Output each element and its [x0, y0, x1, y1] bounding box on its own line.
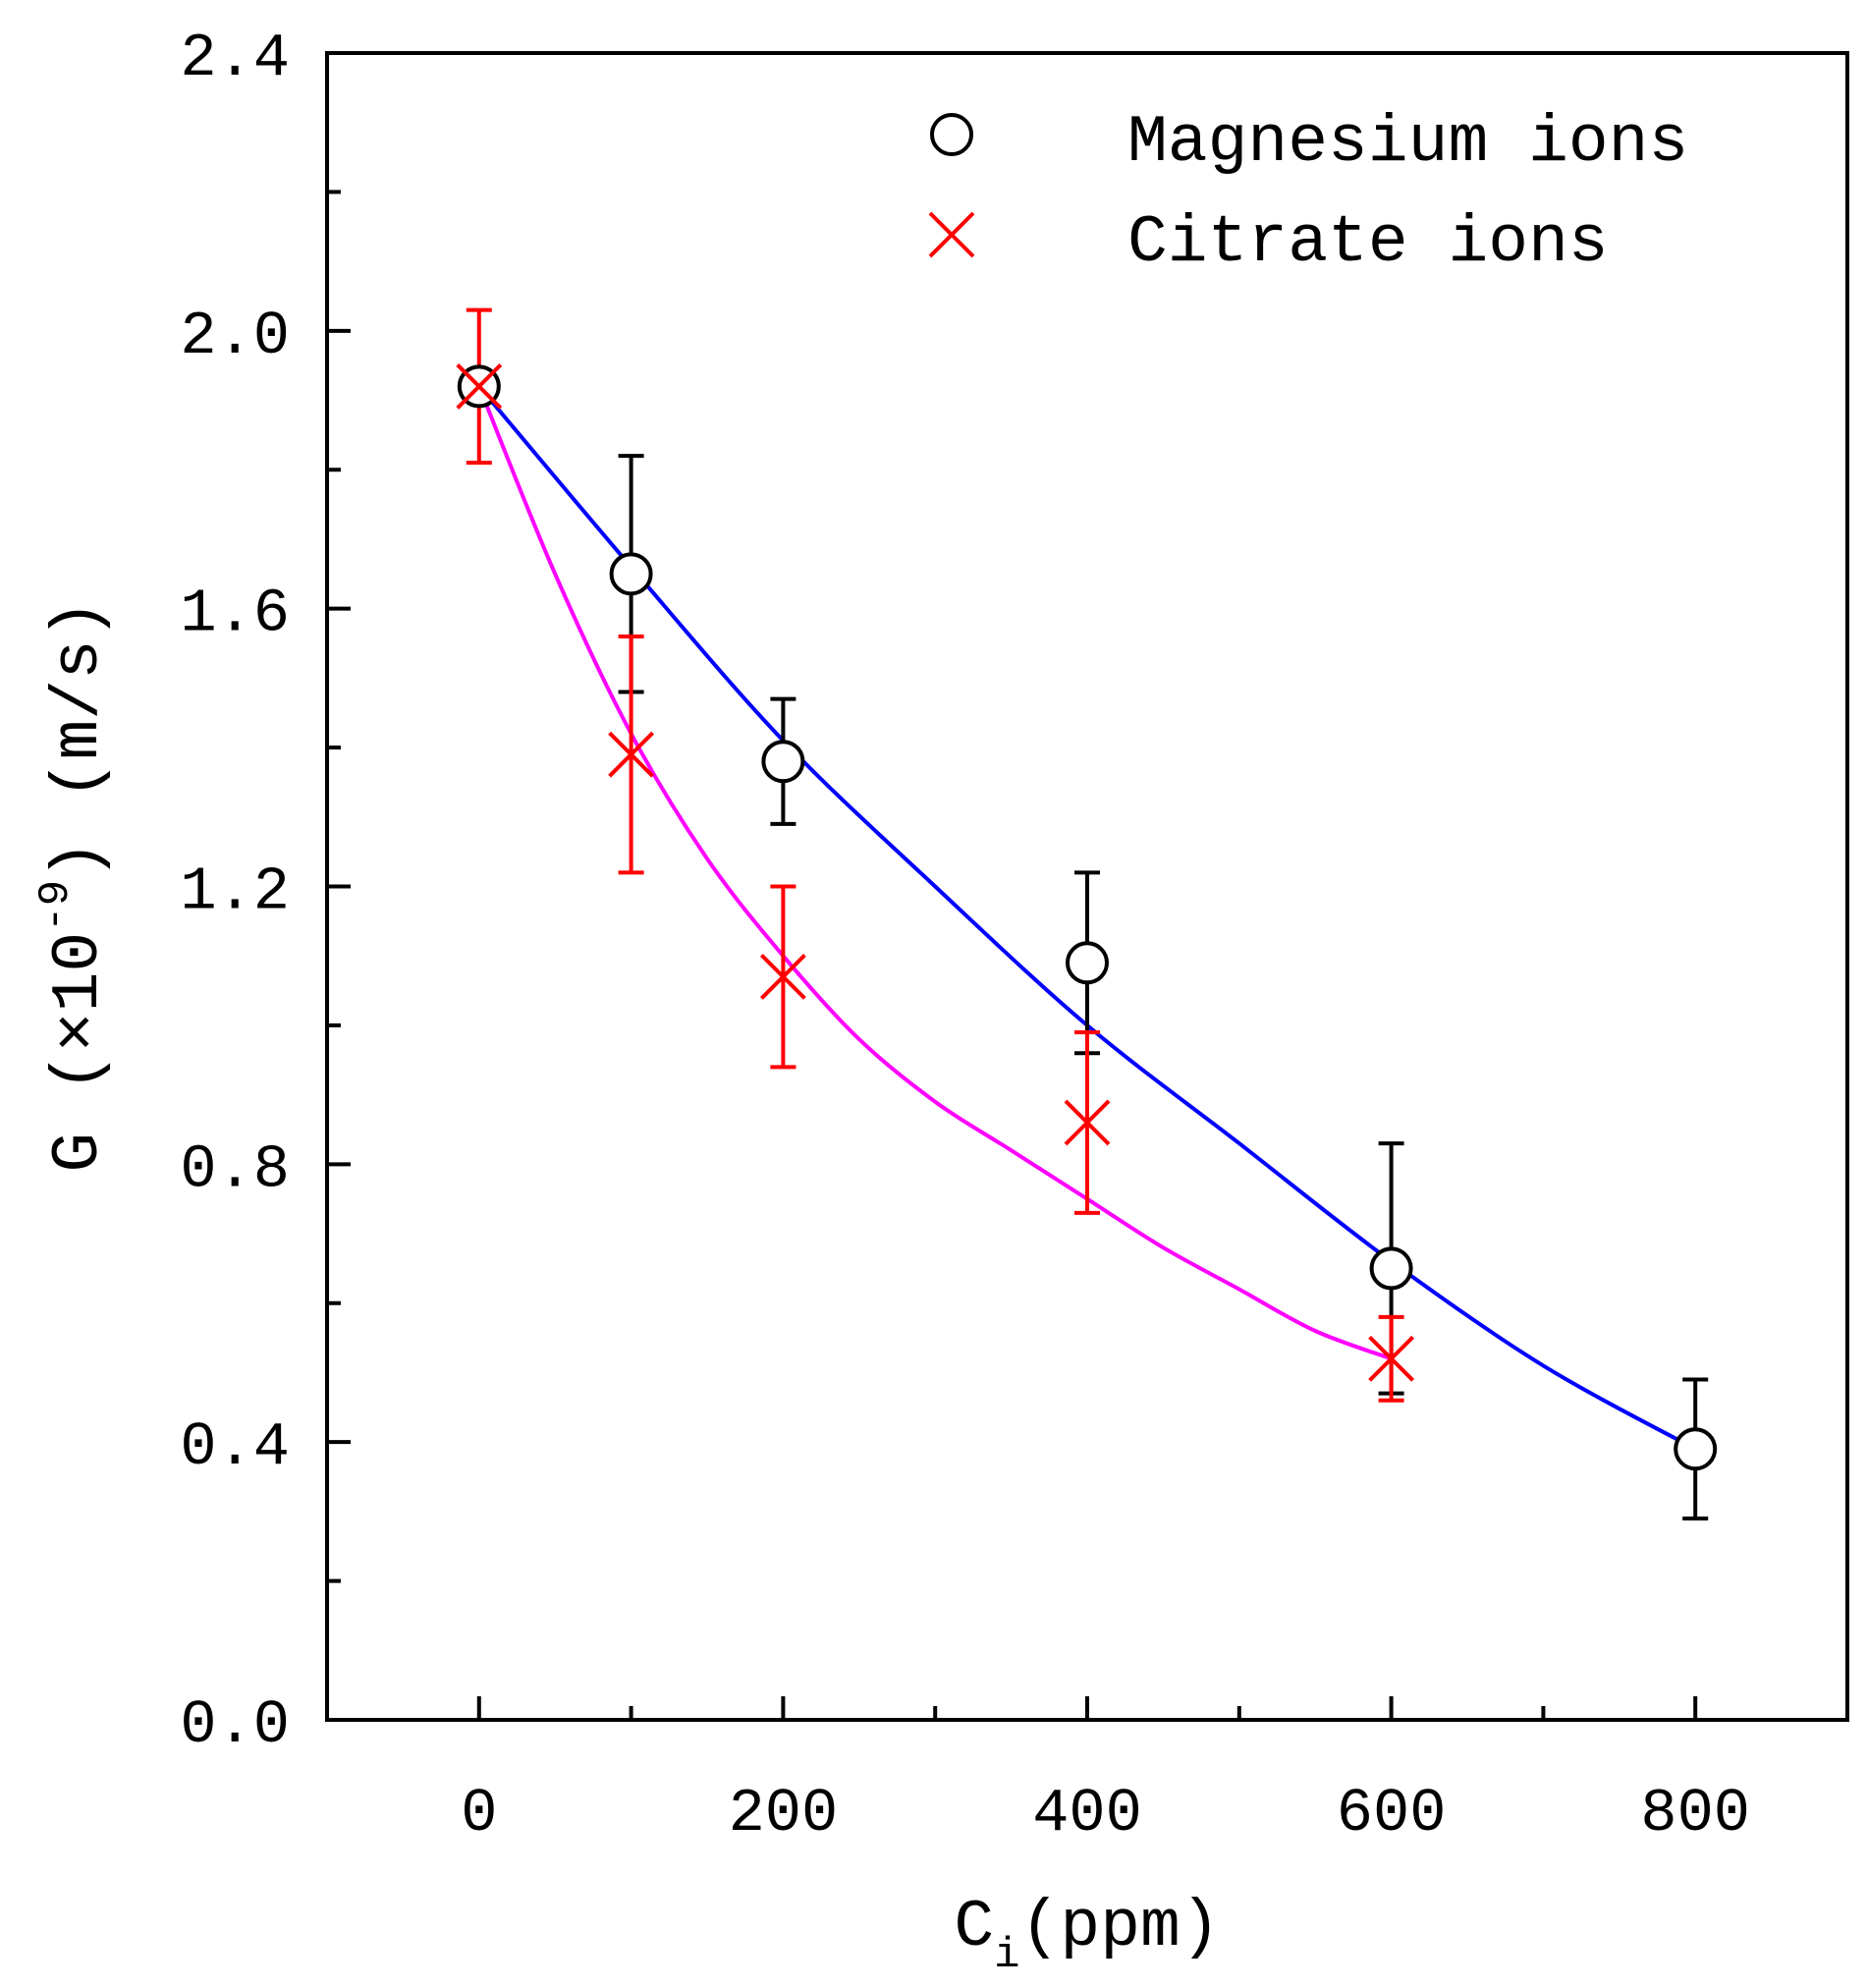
legend-circle-icon — [930, 113, 973, 156]
y-tick-label: 0.4 — [180, 1412, 290, 1482]
x-tick-label: 400 — [1032, 1779, 1142, 1849]
marker-citrate — [608, 731, 655, 778]
marker-magnesium — [1369, 1246, 1413, 1291]
x-tick-label: 600 — [1337, 1779, 1447, 1849]
x-tick-label: 200 — [729, 1779, 839, 1849]
marker-citrate — [759, 954, 806, 1000]
marker-magnesium — [1066, 941, 1109, 985]
legend-label-magnesium: Magnesium ions — [1127, 105, 1688, 181]
y-tick-label: 1.2 — [180, 857, 290, 927]
x-stroke — [456, 362, 503, 410]
marker-citrate — [456, 362, 503, 410]
x-axis-title: Ci(ppm) — [954, 1890, 1220, 1980]
legend: Magnesium ions Citrate ions — [928, 105, 1688, 281]
marker-citrate — [1368, 1335, 1415, 1382]
fit-lines — [476, 385, 1697, 1451]
y-axis-title: G (×10-9) (m/s) — [31, 599, 117, 1172]
y-tick-label: 2.4 — [180, 24, 290, 93]
fit-line-magnesium — [477, 385, 1697, 1451]
y-tick-label: 0.0 — [180, 1690, 290, 1760]
x-stroke — [1064, 1099, 1111, 1146]
tick-labels: 0 200 400 600 800 0.0 0.4 0.8 1.2 1.6 2.0 2.4 — [180, 24, 1750, 1849]
marker-magnesium — [609, 552, 653, 596]
fit-line-citrate — [476, 385, 1393, 1361]
legend-label-citrate: Citrate ions — [1127, 205, 1609, 281]
data-markers — [456, 362, 1718, 1471]
marker-magnesium — [761, 740, 805, 784]
error-bars — [466, 307, 1709, 1520]
axis-ticks — [327, 190, 1698, 1720]
y-tick-label: 1.6 — [180, 580, 290, 649]
legend-marker-magnesium — [930, 113, 973, 156]
x-tick-label: 800 — [1640, 1779, 1750, 1849]
legend-marker-citrate — [928, 211, 975, 258]
y-tick-label: 2.0 — [180, 302, 290, 371]
x-stroke — [759, 954, 806, 1000]
marker-citrate — [1064, 1099, 1111, 1146]
x-tick-label: 0 — [461, 1779, 497, 1849]
y-tick-label: 0.8 — [180, 1134, 290, 1204]
x-stroke — [1368, 1335, 1415, 1382]
legend-x-icon — [928, 211, 975, 258]
x-stroke — [608, 731, 655, 778]
x-stroke — [928, 211, 975, 258]
marker-magnesium — [1674, 1427, 1718, 1471]
